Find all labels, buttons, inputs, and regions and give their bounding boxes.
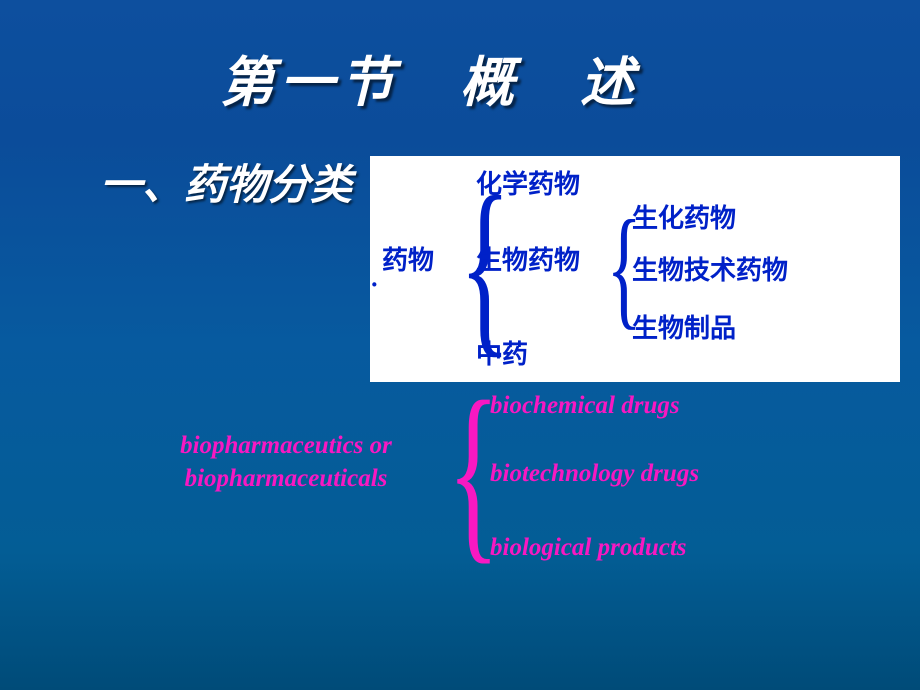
english-leaf-3: biological products — [490, 534, 687, 562]
classification-diagram: 药物 · { 化学药物 生物药物 中药 { 生化药物 生物技术药物 生物制品 — [370, 156, 900, 382]
slide-title: 第一节 概 述 — [220, 38, 900, 117]
diagram-child-1: 化学药物 — [476, 164, 580, 201]
diagram-child-2: 生物药物 — [476, 240, 580, 277]
english-root: biopharmaceutics or biopharmaceuticals — [156, 430, 416, 495]
diagram-grandchild-3: 生物制品 — [632, 308, 736, 345]
section-heading: 一、药物分类 — [100, 158, 380, 215]
diagram-root: 药物 — [382, 240, 434, 277]
english-root-line2: biopharmaceuticals — [185, 465, 388, 492]
slide: 第一节 概 述 一、药物分类 药物 · { 化学药物 生物药物 中药 { 生化药… — [0, 0, 920, 690]
diagram-grandchild-2: 生物技术药物 — [632, 250, 788, 287]
english-root-line1: biopharmaceutics or — [180, 432, 392, 459]
diagram-grandchild-1: 生化药物 — [632, 198, 736, 235]
diagram-dot: · — [370, 270, 379, 300]
english-leaf-1: biochemical drugs — [490, 392, 680, 420]
english-leaf-2: biotechnology drugs — [490, 460, 699, 488]
